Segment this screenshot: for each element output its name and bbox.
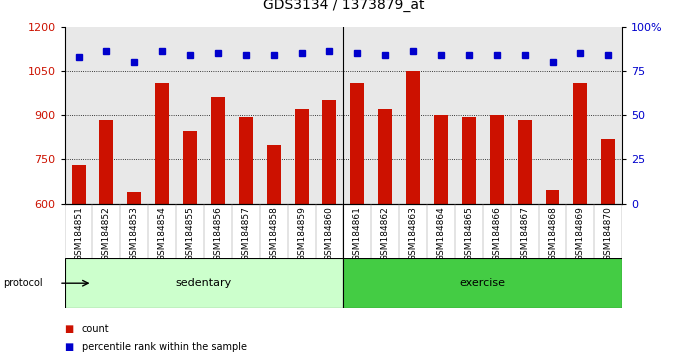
- Bar: [545, 190, 560, 204]
- Text: GSM184857: GSM184857: [241, 206, 250, 261]
- Text: GSM184860: GSM184860: [325, 206, 334, 261]
- Text: GSM184870: GSM184870: [604, 206, 613, 261]
- Text: ■: ■: [65, 324, 74, 334]
- Bar: [378, 109, 392, 204]
- Bar: [573, 82, 588, 204]
- Text: GSM184854: GSM184854: [158, 206, 167, 261]
- Bar: [350, 82, 364, 204]
- Bar: [71, 165, 86, 204]
- Text: GSM184856: GSM184856: [214, 206, 222, 261]
- Bar: [517, 120, 532, 204]
- Text: GSM184868: GSM184868: [548, 206, 557, 261]
- Text: GSM184851: GSM184851: [74, 206, 83, 261]
- Bar: [601, 139, 615, 204]
- Bar: [462, 116, 476, 204]
- Text: GDS3134 / 1373879_at: GDS3134 / 1373879_at: [262, 0, 424, 12]
- Text: GSM184861: GSM184861: [353, 206, 362, 261]
- Text: percentile rank within the sample: percentile rank within the sample: [82, 342, 247, 352]
- Text: GSM184869: GSM184869: [576, 206, 585, 261]
- Bar: [267, 144, 281, 204]
- Text: GSM184863: GSM184863: [409, 206, 418, 261]
- Text: sedentary: sedentary: [176, 278, 232, 288]
- Text: protocol: protocol: [3, 278, 43, 288]
- Text: ■: ■: [65, 342, 74, 352]
- Bar: [155, 82, 169, 204]
- Text: GSM184867: GSM184867: [520, 206, 529, 261]
- Text: GSM184866: GSM184866: [492, 206, 501, 261]
- Bar: [239, 117, 253, 204]
- Text: GSM184855: GSM184855: [186, 206, 194, 261]
- Text: GSM184865: GSM184865: [464, 206, 473, 261]
- Bar: [99, 120, 114, 204]
- Text: exercise: exercise: [460, 278, 506, 288]
- Bar: [294, 109, 309, 204]
- Bar: [343, 258, 622, 308]
- Bar: [490, 115, 504, 204]
- Text: GSM184852: GSM184852: [102, 206, 111, 261]
- Bar: [65, 258, 343, 308]
- Text: GSM184858: GSM184858: [269, 206, 278, 261]
- Bar: [127, 192, 141, 204]
- Text: GSM184862: GSM184862: [381, 206, 390, 261]
- Text: GSM184864: GSM184864: [437, 206, 445, 261]
- Bar: [434, 115, 448, 204]
- Bar: [406, 71, 420, 204]
- Text: count: count: [82, 324, 109, 334]
- Bar: [211, 97, 225, 204]
- Bar: [322, 100, 337, 204]
- Text: GSM184859: GSM184859: [297, 206, 306, 261]
- Bar: [183, 131, 197, 204]
- Text: GSM184853: GSM184853: [130, 206, 139, 261]
